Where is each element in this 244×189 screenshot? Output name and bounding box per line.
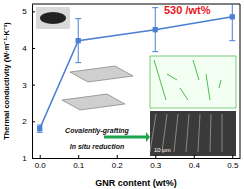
y-tick: 4 <box>22 44 35 53</box>
annotation: 530 /wt% <box>164 4 211 16</box>
sample-photo <box>40 12 66 24</box>
y-tick-label: 1 <box>22 154 27 163</box>
annotation: 10 μm <box>154 147 171 153</box>
x-axis-line <box>33 158 241 159</box>
y-axis-title: Thermal conductivity (W·m⁻¹·K⁻¹) <box>2 22 11 140</box>
x-tick-label: 0.2 <box>112 161 124 170</box>
plot-frame <box>32 4 240 158</box>
x-tick: 0.0 <box>35 155 47 170</box>
x-tick-mark <box>155 155 156 158</box>
y-tick: 2 <box>22 117 35 126</box>
sem-texture <box>222 114 223 152</box>
x-tick-mark <box>78 155 79 158</box>
x-tick-mark <box>117 155 118 158</box>
y-axis: 1 2 3 4 5 <box>22 5 35 164</box>
network-strand <box>193 60 199 80</box>
y-tick-label: 5 <box>22 7 27 16</box>
data-point <box>37 126 42 131</box>
graphene-sheet <box>70 66 133 82</box>
y-axis-line <box>32 5 33 159</box>
y-tick-label: 2 <box>22 117 27 126</box>
y-tick-label: 3 <box>22 81 27 90</box>
x-tick-label: 0.5 <box>227 161 239 170</box>
data-point <box>153 27 158 32</box>
y-tick-mark <box>32 121 35 122</box>
x-tick-label: 0.0 <box>35 161 47 170</box>
process-arrow <box>104 136 146 139</box>
insets <box>36 7 236 156</box>
annotation: Covalently-grafting <box>65 127 130 135</box>
error-bar <box>37 125 43 132</box>
y-tick-mark <box>32 48 35 49</box>
x-axis: 0.0 0.1 0.2 0.3 0.4 0.5 <box>33 155 241 170</box>
x-tick-label: 0.1 <box>73 161 85 170</box>
process-arrow-head <box>146 132 150 142</box>
x-tick: 0.3 <box>150 155 162 170</box>
error-bar <box>75 19 81 63</box>
x-tick: 0.4 <box>189 155 201 170</box>
y-tick-mark <box>32 11 35 12</box>
data-point <box>230 14 235 19</box>
x-tick: 0.1 <box>73 155 85 170</box>
network-strand <box>154 60 166 100</box>
x-tick: 0.5 <box>227 155 239 170</box>
sem-texture <box>198 114 200 152</box>
y-tick-mark <box>32 158 35 159</box>
sem-texture <box>186 114 189 152</box>
data-layer <box>37 4 236 132</box>
x-tick-label: 0.3 <box>150 161 162 170</box>
sem-texture <box>174 114 178 152</box>
data-point <box>76 38 81 43</box>
y-tick: 1 <box>22 154 35 163</box>
y-tick-mark <box>32 85 35 86</box>
y-tick-label: 4 <box>22 44 27 53</box>
x-tick-mark <box>194 155 195 158</box>
network-strand <box>167 74 177 80</box>
x-axis-title: GNR content (wt%) <box>95 178 177 188</box>
sem-inset <box>150 111 236 156</box>
network-strand <box>180 88 188 100</box>
y-tick: 5 <box>22 7 35 16</box>
network-strand <box>206 74 210 100</box>
error-bar <box>229 4 235 41</box>
graphene-sheet <box>62 94 125 110</box>
chart: 0.0 0.1 0.2 0.3 0.4 0.5 1 2 3 4 5 GNR content (wt%)… <box>0 0 244 189</box>
x-tick: 0.2 <box>112 155 124 170</box>
x-tick-label: 0.4 <box>189 161 201 170</box>
y-tick: 3 <box>22 81 35 90</box>
sem-texture <box>210 114 211 152</box>
photo-inset <box>36 7 70 29</box>
network-inset <box>150 56 236 108</box>
x-tick-mark <box>40 155 41 158</box>
error-bar <box>152 8 158 52</box>
x-tick-mark <box>232 155 233 158</box>
annotation: In situ reduction <box>70 143 124 150</box>
network-strand <box>219 80 221 88</box>
data-line <box>40 17 233 129</box>
